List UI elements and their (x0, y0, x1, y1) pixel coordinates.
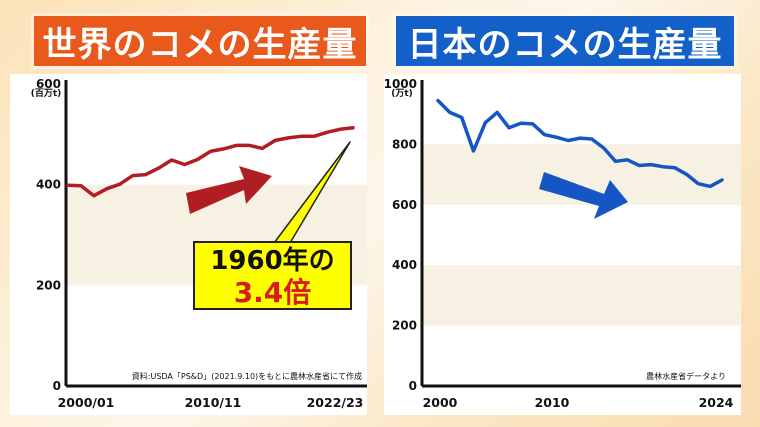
y-tick-label: 400 (36, 178, 61, 192)
source-note: 農林水産省データより (646, 371, 726, 381)
callout-line1: 1960年の (210, 246, 335, 276)
x-tick-label: 2024 (699, 395, 734, 410)
japan-rice-chart: 0 200 400 600 800 1000(万t) 2000 2010 2024 農林水産省デー… (384, 77, 741, 410)
callout-line2: 3.4倍 (233, 276, 312, 309)
y-tick-label: 0 (409, 379, 417, 393)
japan-rice-chart-panel: 0 200 400 600 800 1000 (万t) 2000 2010 2024 農林水産省デー… (384, 74, 741, 415)
x-tick-label: 2010 (535, 395, 570, 410)
series-line (436, 98, 724, 189)
x-tick-label: 2022/23 (307, 395, 364, 410)
x-tick-label: 2000 (423, 395, 458, 410)
growth-callout: 1960年の 3.4倍 (193, 241, 352, 310)
y-tick-label: 600 (36, 77, 61, 91)
source-note: 資料:USDA「PS&D」(2021.9.10)をもとに農林水産省にて作成 (132, 371, 362, 381)
world-rice-chart: 0 200 400 600(百万t) 2000/01 2010/11 2022/23 資料:U… (31, 77, 367, 410)
y-tick-label: 1000 (384, 77, 417, 91)
trend-up-arrow (186, 166, 272, 214)
y-axis-unit: (百万t) (31, 88, 62, 99)
y-axis-unit: (万t) (391, 88, 413, 99)
y-tick-label: 400 (392, 258, 417, 272)
series-line (66, 126, 355, 198)
y-tick-label: 600 (392, 198, 417, 212)
y-tick-label: 200 (36, 278, 61, 292)
y-tick-label: 800 (392, 137, 417, 151)
x-tick-label: 2000/01 (58, 395, 115, 410)
trend-down-arrow (539, 172, 628, 219)
x-tick-label: 2010/11 (185, 395, 242, 410)
y-tick-label: 200 (392, 319, 417, 333)
y-tick-label: 0 (53, 379, 61, 393)
right-title-banner: 日本のコメの生産量 (396, 16, 734, 66)
shaded-band (422, 265, 741, 326)
left-title-banner: 世界のコメの生産量 (34, 16, 366, 66)
